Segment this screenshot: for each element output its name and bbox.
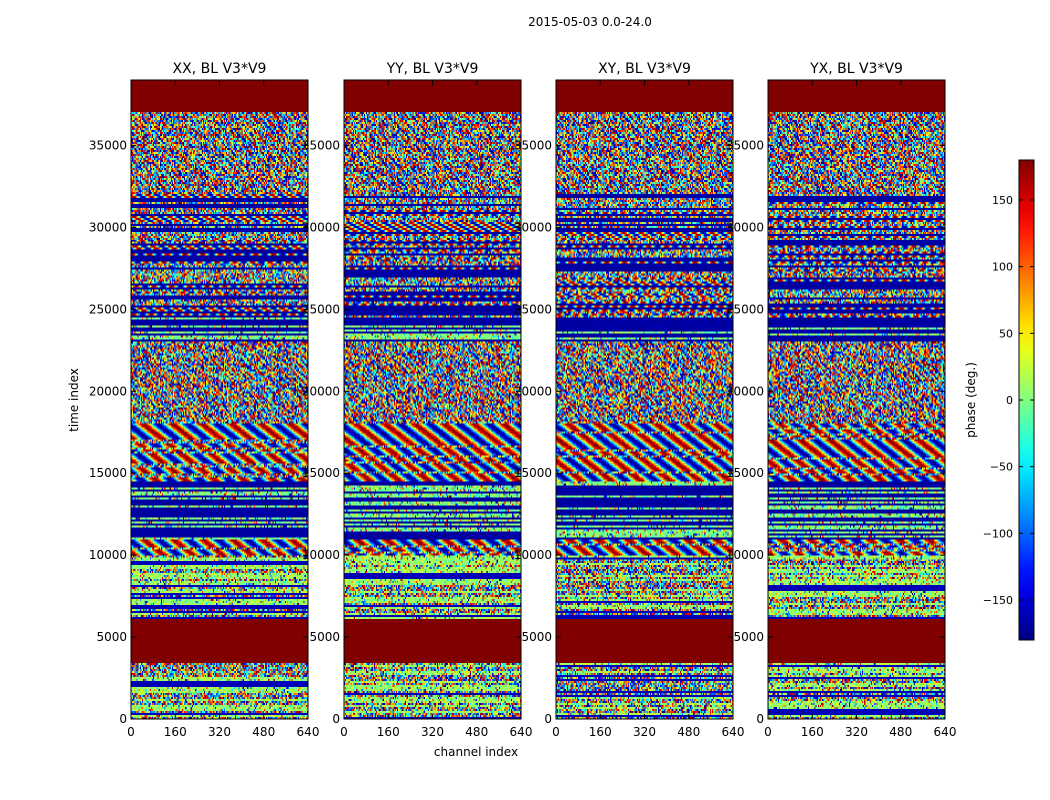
y-tick-label: 15000 (726, 466, 764, 480)
y-tick-label: 20000 (89, 384, 127, 398)
y-tick-label: 30000 (726, 220, 764, 234)
y-tick-label: 25000 (726, 302, 764, 316)
x-tick-label: 480 (677, 725, 700, 739)
panel-1: YY, BL V3*V9 0 160 320 480 640 0 5000 10000 15000… (302, 61, 533, 739)
colorbar-tick-label: −100 (983, 527, 1013, 540)
y-tick-label: 5000 (96, 630, 127, 644)
heatmap-image (344, 80, 521, 719)
y-tick-label: 15000 (514, 466, 552, 480)
panel-3: YX, BL V3*V9 0 160 320 480 640 0 5000 10000 15000… (726, 61, 957, 739)
y-tick-label: 25000 (302, 302, 340, 316)
colorbar: −150 −100 −50 0 50 100 150 (983, 159, 1035, 641)
y-tick-label: 25000 (514, 302, 552, 316)
x-tick-label: 480 (252, 725, 275, 739)
x-tick-label: 640 (722, 725, 745, 739)
panels: XX, BL V3*V9 0 160 320 480 640 0 5000 10000 15000… (89, 61, 957, 739)
x-tick-label: 480 (465, 725, 488, 739)
x-tick-label: 0 (764, 725, 772, 739)
y-tick-label: 35000 (302, 139, 340, 153)
x-tick-label: 0 (340, 725, 348, 739)
y-tick-label: 35000 (514, 139, 552, 153)
heatmap-image (556, 80, 733, 719)
x-tick-label: 160 (589, 725, 612, 739)
x-axis-label: channel index (434, 745, 518, 759)
colorbar-tick-label: 0 (1006, 394, 1013, 407)
colorbar-tick-label: −150 (983, 594, 1013, 607)
colorbar-tick-label: 100 (992, 261, 1013, 274)
heatmap-image (131, 80, 308, 719)
y-tick-label: 30000 (89, 220, 127, 234)
panel-title: XY, BL V3*V9 (598, 61, 691, 77)
x-tick-label: 320 (633, 725, 656, 739)
y-tick-label: 5000 (309, 630, 340, 644)
heatmap-image (768, 80, 945, 719)
y-tick-label: 35000 (726, 139, 764, 153)
panel-title: XX, BL V3*V9 (173, 61, 267, 77)
panel-title: YY, BL V3*V9 (386, 61, 479, 77)
y-axis-label: time index (67, 368, 81, 432)
y-tick-label: 5000 (521, 630, 552, 644)
x-tick-label: 640 (510, 725, 533, 739)
x-tick-label: 320 (208, 725, 231, 739)
y-tick-label: 20000 (726, 384, 764, 398)
y-tick-label: 5000 (733, 630, 764, 644)
colorbar-tick-label: −50 (990, 461, 1013, 474)
y-tick-label: 0 (544, 712, 552, 726)
y-tick-label: 30000 (302, 220, 340, 234)
x-tick-label: 640 (297, 725, 320, 739)
x-tick-label: 320 (845, 725, 868, 739)
panel-0: XX, BL V3*V9 0 160 320 480 640 0 5000 10000 15000… (89, 61, 320, 739)
y-tick-label: 0 (332, 712, 340, 726)
x-tick-label: 160 (377, 725, 400, 739)
x-tick-label: 160 (164, 725, 187, 739)
colorbar-tick-label: 50 (999, 327, 1013, 340)
y-tick-label: 25000 (89, 302, 127, 316)
panel-2: XY, BL V3*V9 0 160 320 480 640 0 5000 10000 15000… (514, 61, 745, 739)
x-tick-label: 0 (127, 725, 135, 739)
y-tick-label: 20000 (302, 384, 340, 398)
colorbar-tick-label: 150 (992, 194, 1013, 207)
y-tick-label: 30000 (514, 220, 552, 234)
y-tick-label: 15000 (302, 466, 340, 480)
y-tick-label: 10000 (726, 548, 764, 562)
y-tick-label: 15000 (89, 466, 127, 480)
x-tick-label: 160 (801, 725, 824, 739)
figure-title: 2015-05-03 0.0-24.0 (528, 15, 652, 29)
colorbar-label: phase (deg.) (964, 362, 978, 438)
panel-title: YX, BL V3*V9 (809, 61, 903, 77)
y-tick-label: 10000 (89, 548, 127, 562)
x-tick-label: 480 (889, 725, 912, 739)
y-tick-label: 20000 (514, 384, 552, 398)
y-tick-label: 0 (756, 712, 764, 726)
y-tick-label: 0 (119, 712, 127, 726)
x-tick-label: 0 (552, 725, 560, 739)
y-tick-label: 10000 (302, 548, 340, 562)
y-tick-label: 10000 (514, 548, 552, 562)
x-tick-label: 320 (421, 725, 444, 739)
x-tick-label: 640 (934, 725, 957, 739)
y-tick-label: 35000 (89, 139, 127, 153)
